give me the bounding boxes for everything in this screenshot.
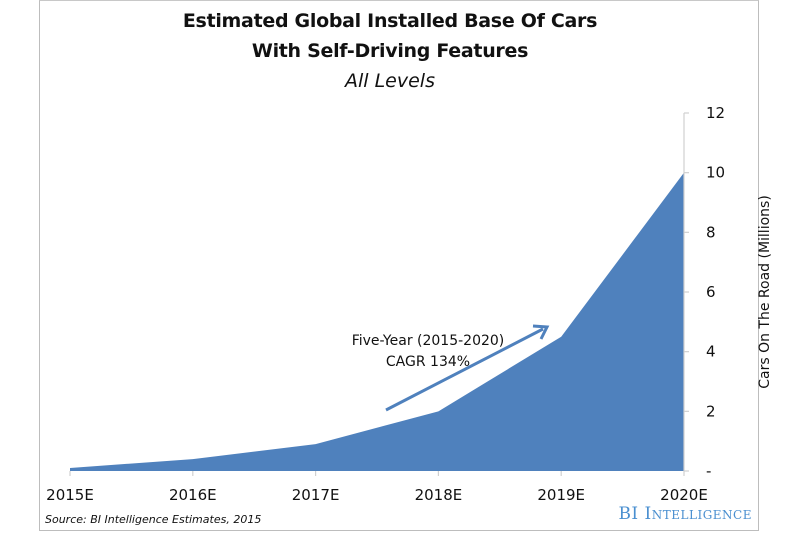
x-tick-label: 2020E: [660, 486, 708, 504]
chart-title-line2: With Self-Driving Features: [251, 40, 529, 62]
y-tick-label: 2: [706, 402, 716, 420]
x-tick-label: 2016E: [169, 486, 217, 504]
y-tick-label: 10: [706, 164, 725, 182]
bi-intelligence-logo: BI Intelligence: [618, 504, 752, 524]
annotation-line1: Five-Year (2015-2020): [352, 333, 505, 349]
y-tick-label: 6: [706, 283, 716, 301]
chart-title: Estimated Global Installed Base Of Cars: [182, 10, 598, 32]
area-series: [70, 172, 684, 471]
cagr-arrow: [385, 327, 544, 412]
y-tick-label: 12: [706, 104, 725, 122]
chart-subtitle: All Levels: [345, 70, 435, 92]
cagr-arrow-head: [532, 324, 550, 340]
x-tick-label: 2019E: [537, 486, 585, 504]
x-tick-label: 2018E: [415, 486, 463, 504]
x-tick-label: 2017E: [292, 486, 340, 504]
y-tick-label: -: [706, 462, 711, 480]
y-tick-label: 4: [706, 343, 716, 361]
y-axis-label: Cars On The Road (Millions): [757, 195, 773, 389]
source-note: Source: BI Intelligence Estimates, 2015: [45, 513, 262, 526]
chart-frame: [39, 0, 759, 531]
annotation-line2: CAGR 134%: [386, 354, 470, 370]
x-tick-label: 2015E: [46, 486, 94, 504]
y-tick-label: 8: [706, 223, 716, 241]
